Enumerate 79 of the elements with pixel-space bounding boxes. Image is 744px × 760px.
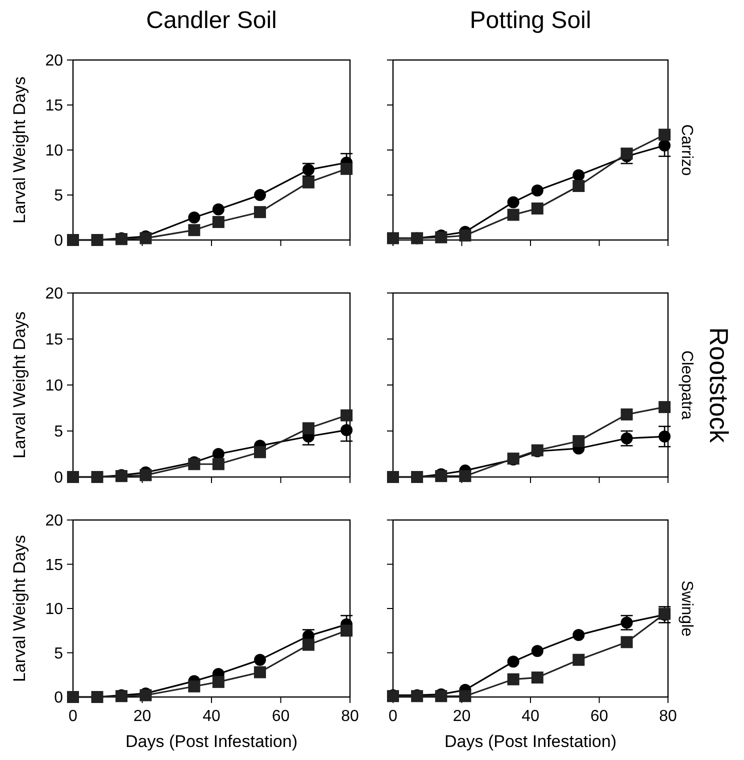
point	[140, 469, 152, 482]
point	[658, 140, 671, 152]
y2-axis-title: Cleopatra	[678, 350, 695, 420]
y-tick-label: 5	[54, 424, 64, 441]
y-tick-label: 15	[45, 556, 64, 574]
y2-axis-title: Swingle	[678, 580, 695, 637]
point	[188, 224, 200, 236]
point	[188, 212, 200, 224]
point	[302, 422, 314, 434]
point	[531, 672, 544, 684]
y-tick-label: 0	[54, 470, 64, 487]
point	[531, 644, 544, 657]
x-tick-label: 0	[388, 708, 398, 725]
point	[340, 162, 353, 175]
y-tick-label: 20	[45, 52, 64, 70]
point	[658, 430, 671, 443]
point	[188, 680, 200, 692]
point	[302, 176, 314, 188]
y-tick-label: 0	[54, 690, 64, 707]
y-axis-title: Larval Weight Days	[10, 76, 29, 224]
point	[620, 408, 633, 420]
x-tick-label: 20	[133, 708, 152, 725]
point	[507, 208, 520, 221]
y-tick-label: 5	[54, 188, 64, 205]
y-tick-label: 0	[54, 232, 64, 250]
point	[212, 203, 224, 216]
point	[507, 673, 520, 686]
x-tick-label: 80	[341, 708, 359, 725]
x-tick-label: 40	[202, 708, 220, 725]
x-tick-label: 60	[272, 708, 290, 725]
point	[302, 638, 314, 651]
y-tick-label: 20	[45, 512, 64, 530]
point	[507, 656, 520, 668]
point	[254, 189, 266, 201]
point	[459, 690, 472, 702]
y-tick-label: 15	[45, 332, 64, 349]
x-tick-label: 0	[68, 708, 78, 725]
point	[572, 654, 585, 666]
x-axis-title: Days (Post Infestation)	[126, 732, 298, 751]
point	[212, 676, 224, 688]
text: Rootstock	[704, 327, 734, 444]
point	[212, 216, 224, 228]
point	[459, 230, 472, 242]
chart-title: Candler Soil	[146, 7, 277, 34]
y2-axis-title: Carrizo	[678, 124, 695, 176]
point	[340, 409, 353, 422]
x-tick-label: 40	[522, 708, 540, 725]
x-axis-title: Days (Post Infestation)	[444, 732, 616, 751]
point	[254, 666, 266, 678]
point	[658, 128, 671, 141]
point	[620, 148, 633, 160]
point	[531, 184, 544, 196]
point	[658, 401, 671, 414]
point	[340, 624, 353, 637]
x-tick-label: 60	[590, 708, 608, 725]
point	[254, 654, 266, 666]
point	[620, 636, 633, 648]
point	[340, 424, 353, 436]
y-tick-label: 20	[45, 286, 64, 303]
point	[254, 446, 266, 458]
y-axis-title: Larval Weight Days	[10, 534, 29, 682]
y-tick-label: 10	[45, 601, 64, 618]
x-tick-label: 20	[452, 708, 471, 725]
point	[531, 202, 544, 214]
y-tick-label: 15	[45, 98, 64, 115]
point	[459, 470, 472, 482]
point	[212, 458, 224, 470]
y-tick-label: 5	[54, 645, 64, 662]
x-tick-label: 80	[659, 708, 677, 725]
point	[572, 435, 585, 448]
point	[254, 206, 266, 218]
point	[572, 169, 585, 182]
point	[507, 196, 520, 208]
y-tick-label: 10	[45, 142, 64, 160]
point	[572, 180, 585, 192]
chart-title: Potting Soil	[470, 7, 592, 34]
y-axis-title: Larval Weight Days	[10, 311, 29, 459]
y-tick-label: 10	[45, 378, 64, 395]
point	[572, 629, 585, 642]
